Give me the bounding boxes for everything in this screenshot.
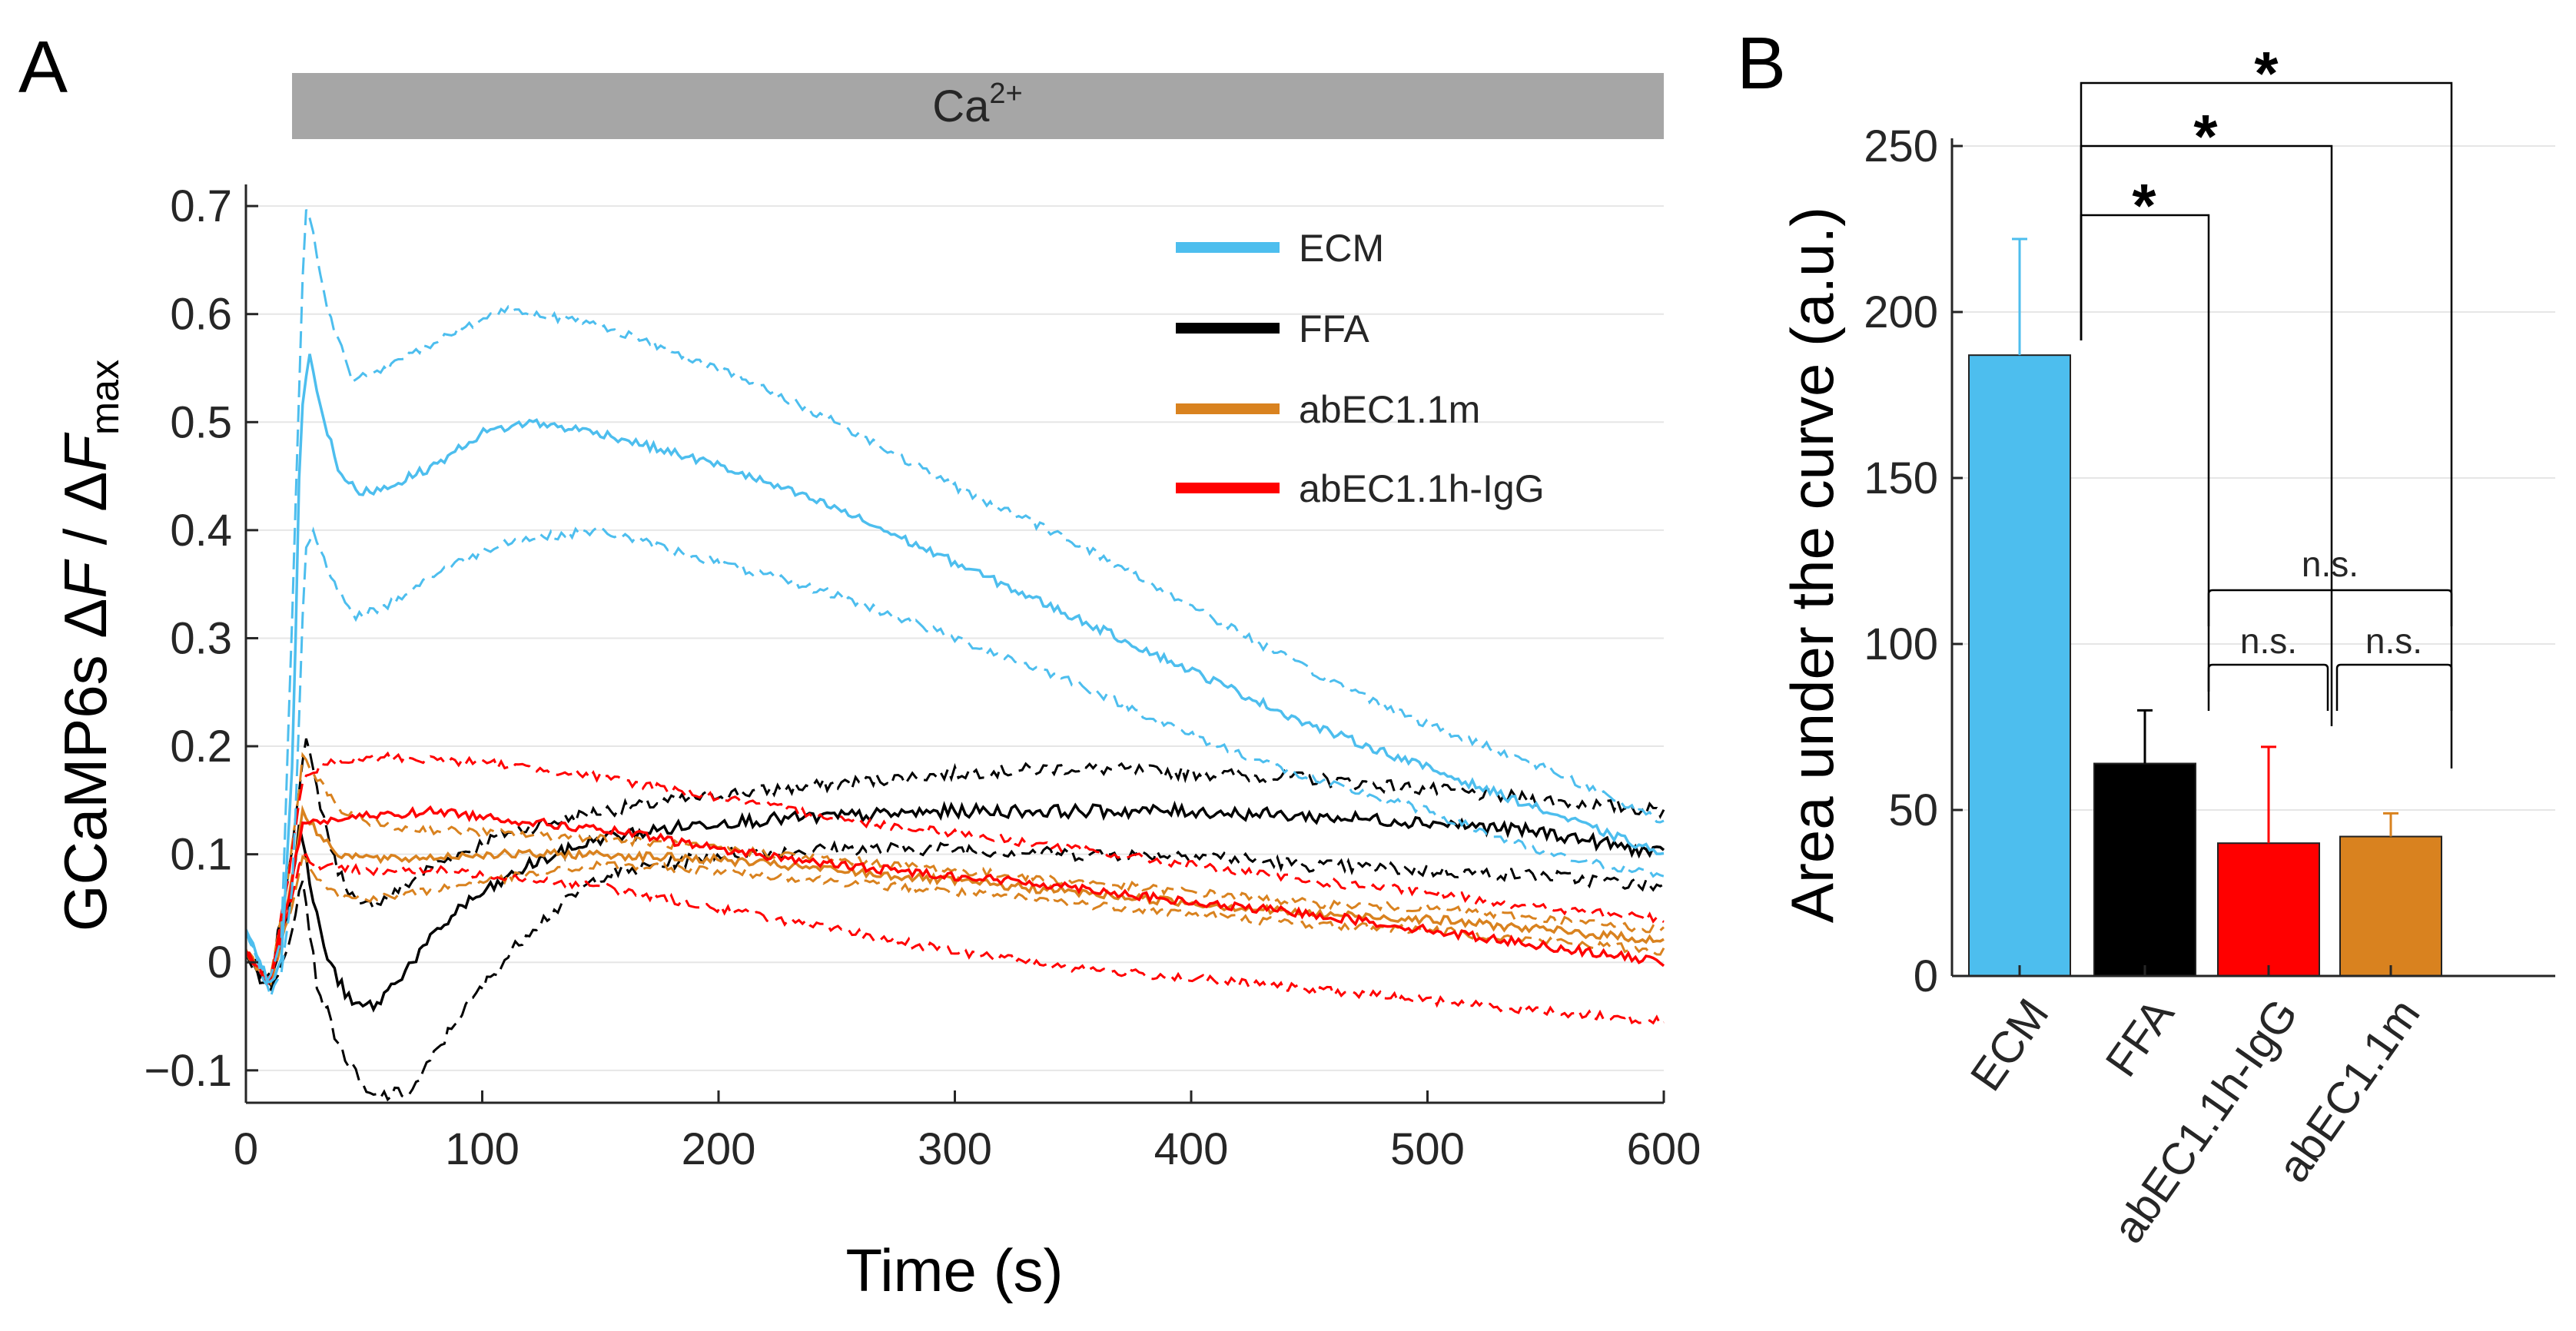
panel-a-series: [244, 209, 1665, 1102]
y-label-prefix: GCaMP6s: [51, 639, 119, 931]
ytick-label-b: 50: [1888, 785, 1938, 835]
panel-b-bars: [1968, 354, 2442, 978]
panel-a-xticks: 0 100 200 300 400 500 600: [234, 1090, 1701, 1174]
stimulus-bar-rect: [292, 73, 1664, 139]
ytick-label-b: 150: [1864, 453, 1938, 503]
series-ecm-mean: [244, 353, 1665, 984]
ytick-label-b: 250: [1864, 121, 1938, 171]
series-abec1-1h-igg-upper: [245, 751, 1665, 982]
significance-brackets: * * * n.s. n.s. n.s.: [2080, 39, 2453, 768]
y-axis-label-a: GCaMP6s ΔF / ΔFmax: [51, 360, 128, 931]
bar-ecm: [1968, 354, 2071, 978]
sig-ffa-abec11m: n.s.: [2302, 544, 2359, 584]
y-label-sub: max: [83, 360, 128, 435]
panel-b-axes: [1950, 138, 2555, 978]
series-abec1-1m-upper: [244, 752, 1665, 986]
ytick-label-a: 0.3: [170, 613, 232, 663]
xtick-label-a: 500: [1390, 1124, 1465, 1174]
series-abec1-1m-mean: [244, 805, 1665, 985]
bar-ffa: [2093, 762, 2196, 978]
xtick-label-ffa: FFA: [2096, 990, 2183, 1086]
ytick-label-a: 0.2: [170, 722, 232, 772]
xtick-label-a: 200: [682, 1124, 756, 1174]
panel-label-a: A: [18, 26, 68, 108]
y-label-delta2: Δ: [51, 472, 119, 512]
series-ffa-lower: [244, 840, 1665, 1102]
stimulus-label-sup: 2+: [989, 78, 1022, 110]
panel-a-axes: [244, 184, 1664, 1104]
series-ffa-upper: [244, 738, 1665, 978]
legend-label-abec11h-igg: abEC1.1h-IgG: [1299, 467, 1545, 510]
ytick-label-a: 0.4: [170, 506, 232, 556]
bar-abec1-1h-igg: [2217, 842, 2320, 977]
sig-ecm-ffa: *: [2132, 171, 2156, 240]
bracket-ffa-abec11h: [2207, 663, 2329, 711]
y-label-delta1: Δ: [51, 599, 119, 639]
y-label-f2: F: [51, 432, 119, 472]
ytick-label-a: −0.1: [144, 1046, 233, 1096]
calcium-stimulus-bar: Ca2+: [292, 73, 1664, 139]
panel-b-yticks: 0 50 100 150 200 250: [1864, 121, 1963, 1001]
x-axis-label-a: Time (s): [845, 1236, 1063, 1304]
ytick-label-a: 0: [207, 938, 232, 987]
xtick-label-a: 400: [1154, 1124, 1229, 1174]
sig-abec11h-abec11m: n.s.: [2365, 621, 2422, 661]
bracket-ecm-abec11m: [2080, 81, 2453, 768]
ytick-label-b: 0: [1914, 951, 1938, 1001]
legend-label-ecm: ECM: [1299, 227, 1384, 270]
bracket-ecm-ffa: [2080, 214, 2210, 692]
series-abec1-1m-lower: [245, 855, 1665, 987]
series-abec1-1h-igg-mean: [244, 805, 1665, 987]
y-label-f1: F: [51, 559, 119, 599]
stimulus-label-base: Ca: [932, 81, 990, 131]
ytick-label-a: 0.6: [170, 290, 232, 340]
ytick-label-a: 0.1: [170, 830, 232, 880]
ytick-label-a: 0.5: [170, 397, 232, 447]
bracket-ffa-abec11m: [2207, 589, 2453, 626]
legend: ECM FFA abEC1.1m abEC1.1h-IgG: [1176, 227, 1545, 510]
series-ffa-mean: [244, 800, 1665, 1013]
panel-a: A Ca2+ −0.100.10.20.30.40.50.60.7 0 100 20…: [18, 26, 1701, 1304]
legend-label-ffa: FFA: [1299, 307, 1369, 350]
stimulus-label: Ca2+: [932, 78, 1022, 131]
sig-ffa-abec11h: n.s.: [2240, 621, 2297, 661]
series-ecm-lower: [244, 525, 1665, 1001]
sig-ecm-abec11m: *: [2254, 39, 2279, 108]
panel-a-yticks: −0.1 0 0.1 0.2 0.3 0.4 0.5 0.6 0.7: [144, 181, 258, 1096]
panel-b-errorbars: [2012, 237, 2398, 844]
xtick-label-ecm: ECM: [1960, 990, 2058, 1100]
y-label-slash: /: [51, 512, 119, 562]
series-abec1-1h-igg-lower: [244, 852, 1665, 1027]
xtick-label-a: 300: [918, 1124, 992, 1174]
bracket-abec11h-abec11m: [2335, 663, 2453, 711]
legend-label-abec11m: abEC1.1m: [1299, 388, 1480, 431]
ytick-label-a: 0.7: [170, 181, 232, 231]
xtick-label-a: 100: [445, 1124, 520, 1174]
xtick-label-a: 0: [234, 1124, 258, 1174]
xtick-label-a: 600: [1627, 1124, 1701, 1174]
bar-abec1-1m: [2339, 835, 2442, 978]
ytick-label-b: 100: [1864, 619, 1938, 669]
y-axis-label-b: Area under the curve (a.u.): [1778, 207, 1846, 923]
ytick-label-b: 200: [1864, 287, 1938, 337]
panel-a-gridlines: [246, 205, 1664, 1071]
sig-ecm-abec11h: *: [2193, 102, 2218, 171]
panel-label-b: B: [1737, 22, 1786, 105]
series-ecm-upper: [244, 209, 1665, 984]
